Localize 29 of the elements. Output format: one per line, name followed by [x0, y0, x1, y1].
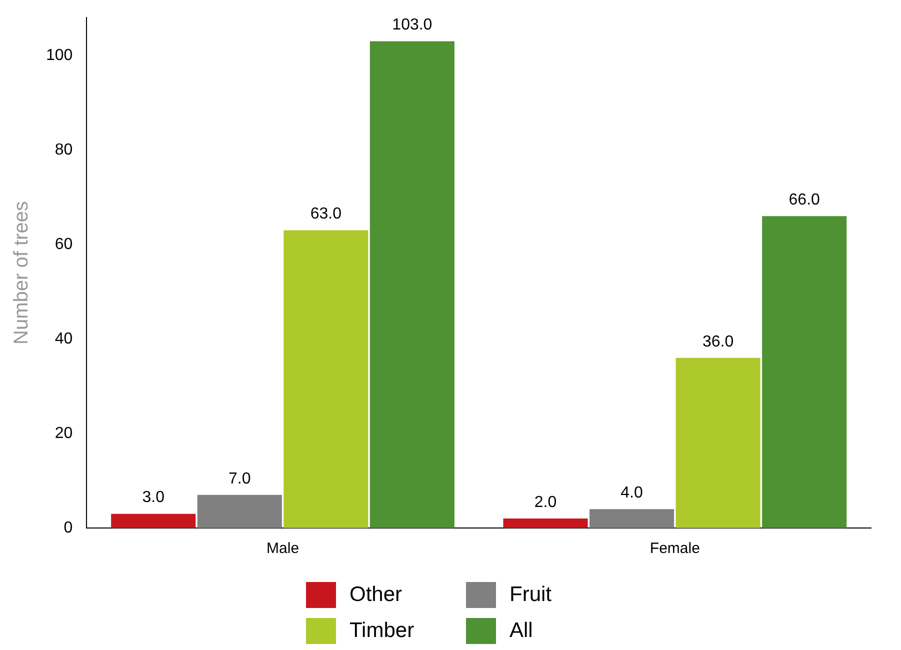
x-tick-label: Male — [266, 540, 300, 558]
bar — [284, 230, 368, 528]
y-tick-label: 80 — [54, 141, 73, 158]
data-label: 7.0 — [228, 470, 251, 488]
legend-label: Other — [350, 583, 402, 607]
legend-label: Fruit — [510, 583, 552, 607]
y-tick-label: 40 — [54, 330, 73, 348]
data-label: 36.0 — [702, 333, 734, 350]
x-tick-label: Female — [650, 540, 700, 558]
y-tick-label: 0 — [64, 519, 73, 536]
y-tick-label: 60 — [54, 236, 73, 253]
data-label: 2.0 — [534, 494, 557, 511]
data-label: 103.0 — [392, 16, 432, 34]
data-label: 66.0 — [788, 191, 820, 208]
legend-label: Timber — [350, 619, 414, 643]
bar — [762, 216, 847, 528]
bar — [111, 514, 196, 528]
data-label: 3.0 — [142, 489, 165, 506]
bar — [590, 509, 674, 528]
y-tick-label: 20 — [54, 424, 73, 442]
bar — [503, 518, 588, 528]
data-label: 63.0 — [310, 206, 342, 223]
data-label: 4.0 — [620, 484, 644, 502]
y-axis-title: Number of trees — [10, 201, 33, 344]
y-tick-label: 100 — [46, 46, 73, 64]
bar — [370, 41, 454, 528]
bar — [197, 494, 282, 528]
legend-label: All — [510, 619, 533, 643]
bar — [676, 358, 760, 528]
